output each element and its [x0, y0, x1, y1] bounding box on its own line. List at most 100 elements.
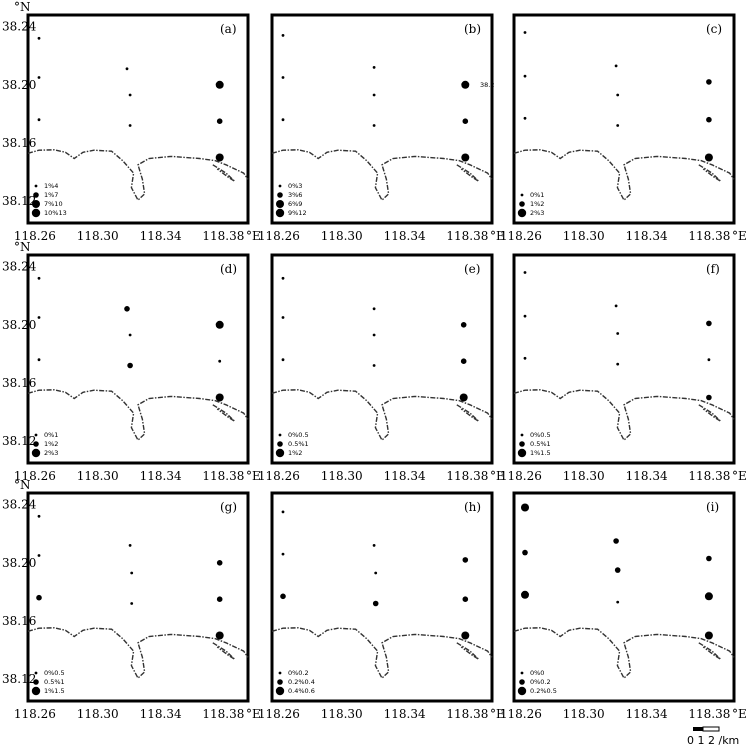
map-panel-e: (e) 0%0.50.5%11%2 118.26 118.30 118.34 118.38…: [258, 253, 505, 483]
legend-label: 0%1: [44, 431, 58, 439]
legend-label: 0.4%0.6: [288, 687, 315, 695]
lon-unit-label: °E: [732, 229, 747, 243]
legend-marker: [520, 193, 524, 197]
coastline: [27, 627, 249, 680]
panel-frame: [270, 491, 494, 703]
legend-label: 7%10: [44, 200, 63, 208]
lon-tick-label: 118.26: [258, 469, 300, 483]
legend-marker: [33, 679, 39, 685]
panel-frame: [512, 253, 736, 465]
legend-marker: [31, 448, 41, 458]
lon-unit-label: °E: [490, 707, 505, 721]
lat-unit-label: °N: [14, 478, 31, 492]
sampling-point: [372, 93, 376, 97]
sampling-point: [372, 66, 376, 69]
sampling-point: [706, 320, 712, 327]
coastline-island: [212, 642, 236, 660]
lon-tick-label: 118.30: [563, 707, 605, 721]
sampling-point: [706, 555, 712, 562]
legend-label: 0%0.2: [530, 678, 551, 686]
lon-tick-label: 118.34: [140, 229, 182, 243]
sampling-point: [280, 593, 286, 600]
panel-frame: [26, 13, 250, 225]
legend-marker: [520, 671, 524, 675]
legend-label: 1%4: [44, 182, 58, 190]
lon-tick-label: 118.30: [77, 707, 119, 721]
sampling-point: [523, 31, 527, 34]
scale-bar: [693, 726, 720, 732]
sampling-point: [372, 307, 376, 311]
coastline-island: [456, 164, 480, 182]
legend-marker: [278, 433, 282, 437]
legend-label: 1%1.5: [530, 449, 551, 457]
coastline: [271, 627, 493, 680]
sampling-point: [704, 153, 713, 162]
sampling-point: [462, 596, 469, 602]
sampling-point: [462, 557, 469, 563]
legend-marker: [517, 686, 527, 696]
coastline-island: [698, 642, 722, 660]
legend-marker: [276, 200, 284, 208]
sampling-point: [616, 93, 620, 97]
sampling-point: [614, 304, 618, 308]
map-panel-g: (g) 0%0.50.5%11%1.5 38.24 38.20 38.16 38.12 °N…: [2, 478, 261, 721]
sampling-point: [523, 116, 527, 120]
panel-letter: (i): [706, 500, 719, 514]
lat-tick-label: 38.12: [2, 194, 36, 208]
lon-tick-label: 118.26: [258, 707, 300, 721]
lat-unit-label: °N: [14, 0, 31, 14]
sampling-point: [130, 602, 134, 605]
panel-frame: [270, 13, 494, 225]
legend-marker: [278, 671, 282, 675]
lon-tick-label: 118.34: [140, 469, 182, 483]
sampling-point: [616, 124, 620, 127]
sampling-point: [523, 271, 527, 274]
sampling-point: [462, 118, 469, 124]
legend-marker: [275, 208, 285, 218]
sampling-point: [37, 554, 41, 557]
coastline: [513, 149, 735, 202]
sampling-point: [707, 358, 711, 362]
lon-tick-label: 118.38: [202, 229, 244, 243]
lon-tick-label: 118.34: [626, 707, 668, 721]
legend-marker: [34, 184, 38, 188]
lon-unit-label: °E: [246, 229, 261, 243]
coastline-island: [456, 404, 480, 422]
sampling-point: [37, 316, 41, 319]
legend-marker: [519, 441, 525, 447]
sampling-point: [215, 80, 224, 89]
sampling-point: [216, 118, 223, 124]
sampling-point: [372, 124, 376, 127]
lon-tick-label: 118.30: [77, 229, 119, 243]
panel-frame: [512, 491, 736, 703]
sampling-point: [521, 503, 529, 512]
legend-marker: [33, 192, 39, 198]
legend-marker: [34, 671, 38, 675]
panel-letter: (e): [464, 262, 480, 276]
sampling-point: [523, 356, 527, 360]
coastline: [27, 149, 249, 202]
lat-tick-label: 38.24: [2, 260, 37, 274]
lon-tick-label: 118.30: [563, 229, 605, 243]
lon-tick-label: 118.34: [384, 229, 426, 243]
lon-tick-label: 118.34: [626, 469, 668, 483]
legend-marker: [517, 448, 527, 458]
legend-label: 0.5%1: [44, 678, 65, 686]
lon-unit-label: °E: [490, 229, 505, 243]
sampling-point: [37, 36, 41, 40]
legend-label: 1%2: [288, 449, 302, 457]
lon-tick-label: 118.30: [321, 707, 363, 721]
coastline-island: [212, 404, 236, 422]
legend-marker: [278, 184, 282, 188]
legend-label: 2%3: [44, 449, 58, 457]
sampling-point: [37, 276, 41, 280]
sampling-point: [372, 364, 376, 367]
lon-tick-label: 118.34: [140, 707, 182, 721]
sampling-point: [459, 393, 468, 402]
panel-letter: (h): [464, 500, 481, 514]
legend-label: 10%13: [44, 209, 67, 217]
legend-marker: [34, 433, 38, 437]
map-panel-i: (i) 0%00%0.20.2%0.5 118.26 118.30 118.34 118.…: [500, 491, 747, 721]
sampling-point: [461, 631, 470, 640]
